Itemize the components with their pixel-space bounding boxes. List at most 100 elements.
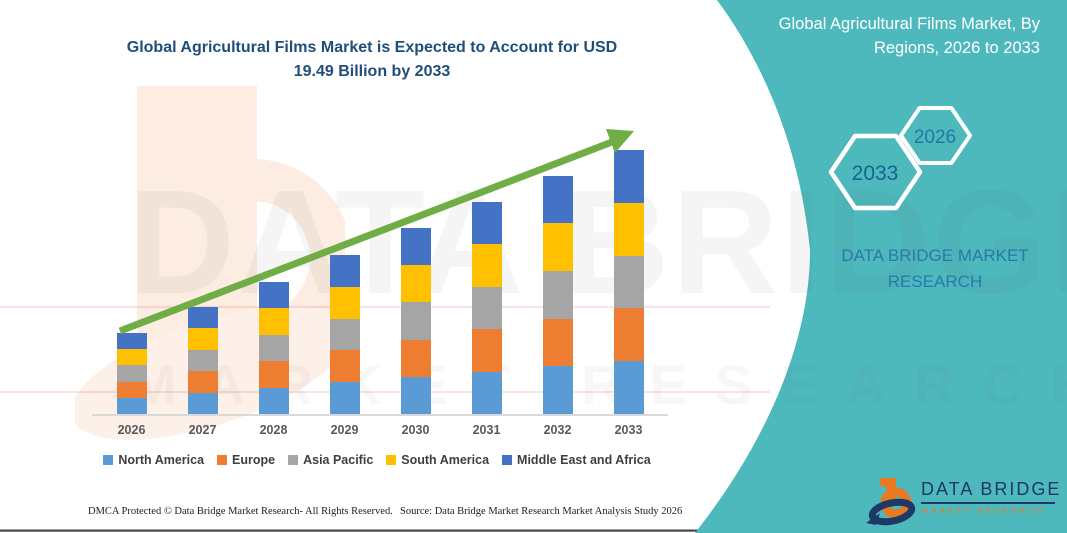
x-axis-line — [92, 414, 668, 416]
year-hexagons: 2033 2026 — [828, 106, 972, 211]
chart-title-line1: Global Agricultural Films Market is Expe… — [126, 39, 618, 56]
bar-segment — [329, 255, 360, 287]
legend-swatch-icon — [217, 455, 228, 465]
bar-segment — [542, 366, 573, 414]
bar-segment — [116, 333, 147, 350]
legend-label: South America — [401, 453, 490, 467]
teal-side-panel — [695, 0, 1067, 533]
bar-segment — [187, 349, 218, 372]
bar-segment — [258, 281, 289, 308]
stacked-bar — [613, 150, 644, 414]
bar-segment — [471, 244, 502, 287]
x-axis-label: 2030 — [401, 423, 430, 437]
bar-segment — [400, 228, 431, 266]
bar-segment — [613, 150, 644, 203]
watermark-line-bottom — [0, 391, 770, 393]
footer-copyright: DMCA Protected © Data Bridge Market Rese… — [88, 506, 393, 517]
x-axis-label: 2026 — [117, 423, 146, 437]
bar-segment — [329, 286, 360, 319]
logo-brand-subtitle: MARKET RESEARCH — [922, 506, 1045, 515]
legend-swatch-icon — [502, 455, 513, 465]
x-axis-labels: 2026 2027 2028 2029 2030 2031 2032 2033 — [96, 423, 664, 437]
legend-label: North America — [118, 453, 205, 467]
bar-segment — [187, 392, 218, 414]
legend-swatch-icon — [386, 455, 397, 465]
bar-segment — [187, 307, 218, 329]
panel-title-line1: Global Agricultural Films Market, By — [778, 15, 1040, 33]
panel-title: Global Agricultural Films Market, By Reg… — [710, 12, 1040, 60]
bar-column-2027 — [167, 130, 238, 414]
x-axis-label: 2031 — [472, 423, 501, 437]
panel-title-line2: Regions, 2026 to 2033 — [873, 39, 1040, 57]
bar-segment — [542, 270, 573, 319]
legend-swatch-icon — [288, 455, 299, 465]
bar-column-2031 — [451, 130, 522, 414]
bar-segment — [400, 376, 431, 414]
stacked-bar — [400, 228, 431, 414]
bar-segment — [613, 202, 644, 256]
bar-segment — [542, 318, 573, 367]
bar-segment — [116, 381, 147, 398]
bar-segment — [613, 308, 644, 362]
chart-title-line2: 19.49 Billion by 2033 — [293, 63, 451, 80]
x-axis-label: 2028 — [259, 423, 288, 437]
bar-segment — [258, 334, 289, 361]
bar-column-2029 — [309, 130, 380, 414]
hexagon-2033-label: 2033 — [852, 162, 899, 185]
bar-segment — [187, 328, 218, 350]
bar-segment — [400, 339, 431, 377]
stacked-bar — [116, 333, 147, 414]
stacked-bar — [329, 255, 360, 414]
hexagon-2026-label: 2026 — [914, 127, 956, 148]
bar-segment — [613, 255, 644, 309]
bar-segment — [400, 265, 431, 303]
bar-column-2030 — [380, 130, 451, 414]
bar-segment — [471, 371, 502, 414]
legend-item: Middle East and Africa — [502, 453, 651, 467]
bar-segment — [329, 382, 360, 414]
bar-segment — [613, 361, 644, 414]
chart-legend: North America Europe Asia Pacific South Ame… — [88, 453, 666, 467]
bar-segment — [471, 286, 502, 330]
legend-swatch-icon — [103, 455, 114, 465]
bar-column-2028 — [238, 130, 309, 414]
bar-segment — [471, 329, 502, 372]
legend-item: Asia Pacific — [288, 453, 373, 467]
logo-d-swoosh — [868, 498, 916, 526]
x-axis-label: 2027 — [188, 423, 217, 437]
bar-segment — [542, 175, 573, 224]
hexagon-2026-icon — [899, 106, 972, 165]
logo-d-tail — [866, 513, 880, 525]
bar-segment — [258, 308, 289, 335]
x-axis-label: 2029 — [330, 423, 359, 437]
stacked-bar — [542, 175, 573, 414]
bar-segment — [400, 302, 431, 340]
bar-chart-plot-area — [96, 130, 664, 414]
bar-segment — [116, 397, 147, 414]
stacked-bar — [258, 281, 289, 414]
bar-segment — [116, 365, 147, 382]
legend-label: Europe — [232, 453, 276, 467]
legend-label: Middle East and Africa — [517, 453, 651, 467]
legend-item: South America — [386, 453, 489, 467]
chart-title: Global Agricultural Films Market is Expe… — [88, 36, 656, 84]
bar-segment — [542, 223, 573, 271]
legend-item: Europe — [217, 453, 275, 467]
panel-brand-text: DATA BRIDGE MARKET RESEARCH — [841, 246, 1029, 291]
bar-segment — [258, 387, 289, 414]
bar-segment — [116, 349, 147, 366]
bar-column-2032 — [522, 130, 593, 414]
bar-segment — [329, 350, 360, 383]
logo-underline — [921, 502, 1055, 504]
bottom-rule — [0, 529, 1067, 532]
footer-source: Source: Data Bridge Market Research Mark… — [400, 506, 683, 517]
legend-label: Asia Pacific — [303, 453, 374, 467]
bar-segment — [187, 371, 218, 393]
bar-segment — [258, 361, 289, 388]
legend-item: North America — [103, 453, 204, 467]
x-axis-label: 2033 — [614, 423, 643, 437]
hexagon-2033-icon — [828, 133, 923, 211]
stacked-bar — [187, 307, 218, 414]
data-bridge-logo-icon — [866, 478, 916, 526]
